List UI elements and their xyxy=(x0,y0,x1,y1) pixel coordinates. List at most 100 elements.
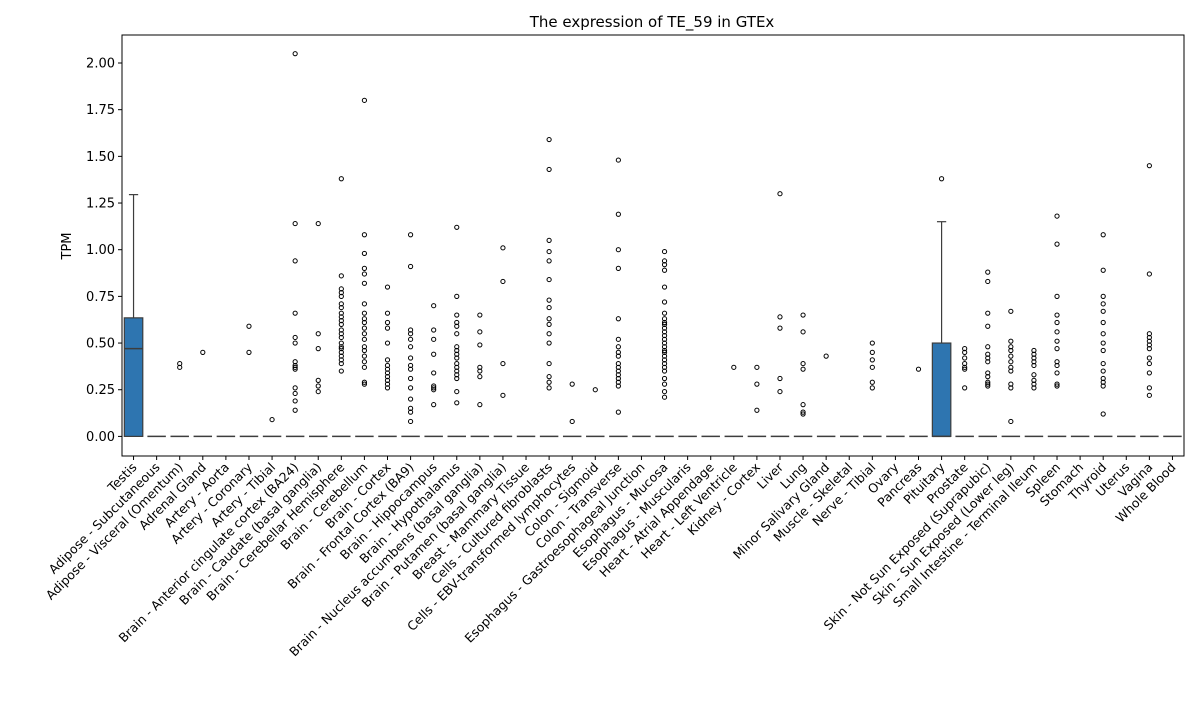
box-group xyxy=(470,312,490,438)
outlier-point xyxy=(985,310,991,316)
outlier-point xyxy=(454,355,460,361)
box-group xyxy=(239,323,259,438)
outlier-point xyxy=(777,388,783,395)
outlier-point xyxy=(869,364,875,370)
outlier-point xyxy=(800,360,806,367)
outlier-point xyxy=(615,383,621,389)
outlier-point xyxy=(500,392,506,398)
box-group xyxy=(309,220,328,438)
outlier-point xyxy=(546,379,552,385)
outlier-point xyxy=(754,364,760,370)
box-group xyxy=(424,303,443,438)
outlier-point xyxy=(477,342,483,348)
plot-area: 0.000.250.500.751.001.251.501.752.00Test… xyxy=(43,34,1185,659)
box-group xyxy=(770,191,790,438)
box-group xyxy=(170,360,189,438)
outlier-point xyxy=(454,323,460,329)
outlier-point xyxy=(1031,362,1037,369)
outlier-point xyxy=(615,265,621,271)
outlier-point xyxy=(546,248,552,255)
outlier-point xyxy=(661,310,668,316)
outlier-point xyxy=(1054,241,1060,247)
outlier-point xyxy=(338,368,344,374)
outlier-point xyxy=(546,297,552,303)
box xyxy=(123,317,144,437)
outlier-point xyxy=(962,349,968,355)
outlier-point xyxy=(477,374,483,380)
box-group xyxy=(355,97,374,438)
outlier-point xyxy=(431,351,437,357)
outlier-point xyxy=(361,310,368,316)
outlier-point xyxy=(615,344,621,350)
outlier-point xyxy=(546,237,552,243)
outlier-point xyxy=(661,388,668,395)
outlier-point xyxy=(1054,346,1060,352)
box-group xyxy=(562,381,582,438)
outlier-point xyxy=(338,344,344,350)
box-group xyxy=(493,245,513,438)
outlier-point xyxy=(962,364,968,370)
outlier-point xyxy=(546,258,552,264)
outlier-point xyxy=(546,304,552,311)
outlier-point xyxy=(546,136,552,143)
outlier-point xyxy=(777,191,783,197)
outlier-point xyxy=(1146,271,1152,277)
box-group xyxy=(793,312,813,438)
box-group xyxy=(1024,347,1044,438)
outlier-point xyxy=(338,176,344,182)
outlier-point xyxy=(407,366,414,372)
outlier-point xyxy=(869,379,875,385)
outlier-point xyxy=(338,273,344,279)
chart-title: The expression of TE_59 in GTEx xyxy=(529,13,775,32)
outlier-point xyxy=(1100,368,1106,374)
box-group xyxy=(447,224,466,438)
outlier-point xyxy=(546,340,552,346)
outlier-point xyxy=(661,375,668,382)
outlier-point xyxy=(177,364,183,370)
y-tick-label: 0.00 xyxy=(86,430,115,445)
box-group xyxy=(931,176,952,438)
outlier-point xyxy=(407,336,414,342)
box-group xyxy=(724,364,744,438)
outlier-point xyxy=(431,303,437,309)
outlier-point xyxy=(615,353,621,359)
outlier-point xyxy=(1100,331,1106,337)
outlier-point xyxy=(592,387,598,393)
box-group xyxy=(978,269,997,438)
outlier-point xyxy=(407,344,414,350)
outlier-point xyxy=(800,366,806,372)
outlier-point xyxy=(869,385,875,391)
outlier-point xyxy=(361,347,368,354)
outlier-point xyxy=(454,224,460,230)
y-tick-label: 1.00 xyxy=(86,243,115,258)
outlier-point xyxy=(915,366,922,372)
box-group xyxy=(401,232,420,438)
outlier-point xyxy=(661,368,668,374)
outlier-point xyxy=(1054,362,1060,369)
box-group xyxy=(586,387,605,438)
box-group xyxy=(1140,163,1159,438)
outlier-point xyxy=(615,157,621,163)
outlier-point xyxy=(454,388,460,395)
outlier-point xyxy=(1100,347,1106,354)
outlier-point xyxy=(384,310,391,316)
outlier-point xyxy=(1054,293,1060,299)
outlier-point xyxy=(777,375,783,382)
outlier-point xyxy=(985,269,991,275)
outlier-point xyxy=(546,276,552,283)
box-group xyxy=(193,349,213,438)
outlier-point xyxy=(1031,385,1037,391)
outlier-point xyxy=(754,407,760,413)
outlier-point xyxy=(384,325,391,331)
outlier-point xyxy=(869,340,875,346)
outlier-point xyxy=(361,325,368,331)
outlier-point xyxy=(431,336,437,342)
outlier-point xyxy=(1054,329,1060,335)
outlier-point xyxy=(985,381,991,387)
box-group xyxy=(747,364,767,438)
outlier-point xyxy=(477,329,483,335)
outlier-point xyxy=(361,331,368,337)
outlier-point xyxy=(1008,368,1014,374)
outlier-point xyxy=(1054,381,1060,387)
outlier-point xyxy=(1100,301,1106,307)
